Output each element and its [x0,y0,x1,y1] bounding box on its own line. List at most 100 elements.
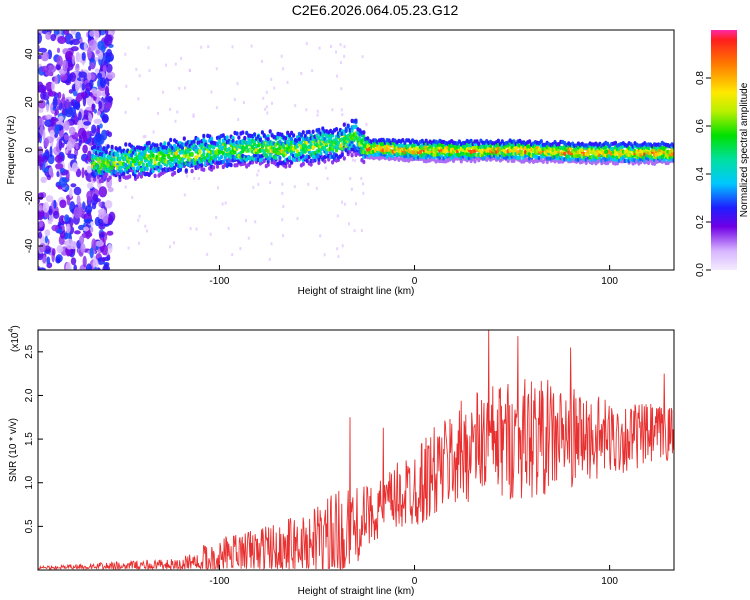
spectrogram-cell [75,168,82,178]
spectrogram-cell [137,218,140,222]
spectrogram-cell [58,115,64,122]
spectrogram-cell [280,54,283,58]
spectrogram-cell [366,136,370,141]
spectrogram-cell [217,186,219,190]
spectrogram-cell [89,247,94,259]
spectrogram-cell [224,201,227,205]
spectrogram-cell [198,148,202,154]
snr-ticks: -100 0 100 0.5 1.0 1.5 2.0 2.5 [24,344,618,587]
colorbar-tick-label: 0.6 [695,119,706,133]
spectrogram-cell [362,130,366,135]
spectrogram-cell [104,256,110,262]
spectrogram-cell [137,97,140,101]
spectrogram-cell [96,72,103,80]
spectrogram-cell [38,231,43,239]
spectrogram-cell [247,236,250,240]
spectrogram-cell [104,235,108,241]
spectrogram-cell [341,113,344,117]
snr-line [38,330,674,570]
spectrogram-cell [265,90,268,94]
spectrogram-cell [91,88,97,94]
spectrogram-cell [252,185,255,189]
spectrogram-cell [210,90,213,94]
spectrogram-cell [141,162,145,167]
spectrogram-cell [50,116,55,127]
spectrogram-cell [106,71,116,80]
spectrogram-cell [362,191,365,195]
spectrogram-cell [245,130,249,136]
spectrogram-cell [97,110,101,116]
spectrogram-cell [180,56,183,60]
spectrogram-cell [62,93,65,104]
spectrogram-cell [184,86,186,90]
spectrogram-cell [45,195,54,203]
spectrogram-cell [215,106,218,110]
spectrogram-cell [42,89,46,94]
spectrogram-cell [38,192,44,200]
spectrogram-cell [47,90,57,97]
spectrogram-cell [144,169,146,173]
spectrogram-cell [323,253,326,257]
spectrogram-cell [186,174,189,178]
spectrogram-cell [99,123,103,129]
spectrogram-cell [229,162,233,168]
spectrogram-cell [300,72,303,75]
spectrogram-x-tick-label: -100 [209,276,229,287]
spectrogram-cell [362,182,365,186]
spectrogram-cell [104,172,108,177]
spectrogram-cell [210,136,214,142]
spectrogram-cell [106,144,110,149]
spectrogram-cell [45,114,53,120]
spectrogram-cell [70,30,77,35]
spectrogram-cell [196,137,200,142]
spectrogram-cell [106,48,113,58]
spectrogram-cell [66,195,71,206]
spectrogram-cell [245,144,249,150]
spectrogram-cell [39,124,44,137]
spectrogram-cell [63,134,69,141]
spectrogram-cell [340,108,343,112]
spectrogram-cell [92,193,97,201]
spectrogram-cell [305,42,308,46]
spectrogram-cell [85,263,92,270]
spectrogram-cell [116,153,120,158]
spectrogram-cell [142,135,145,139]
spectrogram-cell [202,167,206,172]
spectrogram-cell [56,47,61,53]
spectrogram-cell [75,63,80,73]
spectrogram-cell [219,154,223,160]
spectrogram-cell [315,186,318,190]
spectrogram-cell [40,65,50,73]
spectrogram-cell [86,165,93,174]
spectrogram-cell [38,267,46,270]
spectrogram-cell [176,110,179,114]
spectrogram-cell [365,123,368,126]
spectrogram-cell [53,199,57,209]
spectrogram-cell [98,101,103,110]
snr-x-axis-title: Height of straight line (km) [298,586,415,597]
spectrogram-cell [58,177,68,188]
spectrogram-cell [86,130,90,139]
spectrogram-cell [64,214,70,223]
spectrogram-cell [83,109,89,119]
spectrogram-cell [237,118,240,121]
spectrogram-cell [281,218,284,222]
colorbar-tick-label: 0.2 [695,215,706,229]
svg-text:(x104): (x104) [8,325,21,352]
spectrogram-cell [311,69,314,73]
spectrogram-cell [86,150,92,162]
spectrogram-cell [44,235,49,244]
spectrogram-cell [284,164,288,169]
spectrogram-cell [98,222,106,230]
spectrogram-cell [545,159,549,165]
spectrogram-cell [88,39,98,51]
spectrogram-cell [38,108,44,113]
spectrogram-cell [169,245,171,249]
spectrogram-heatmap [38,30,674,270]
spectrogram-cell [336,247,339,251]
spectrogram-cell [341,244,344,248]
spectrogram-cell [108,175,112,180]
spectrogram-cell [351,158,354,162]
spectrogram-cell [73,186,82,196]
spectrogram-cell [103,34,113,46]
